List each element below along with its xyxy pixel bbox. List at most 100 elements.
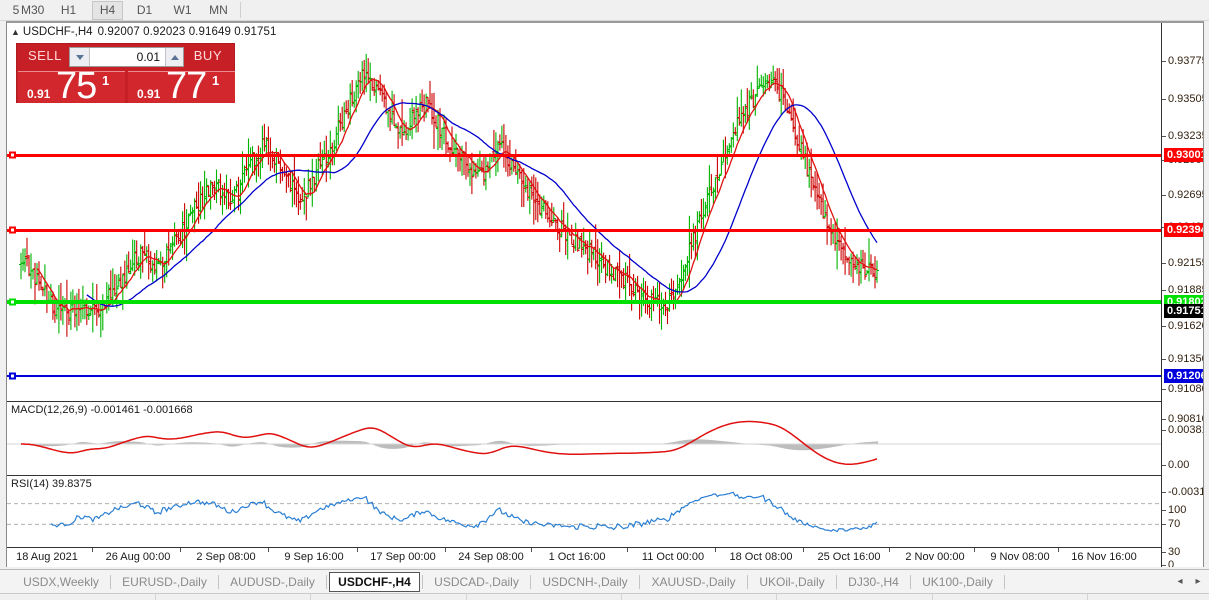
price-axis-tick [1162, 524, 1166, 525]
price-axis-tick [1162, 263, 1166, 264]
level-anchor-resistance-upper[interactable] [9, 151, 16, 159]
time-axis-label-4: 17 Sep 00:00 [370, 551, 436, 563]
level-anchor-support-green[interactable] [9, 298, 16, 306]
symbol-tab-dj30--h4[interactable]: DJ30-,H4 [848, 575, 899, 589]
symbol-tab-xauusd--daily[interactable]: XAUUSD-,Daily [651, 575, 736, 589]
symbol-tab-ukoil--daily[interactable]: UKOil-,Daily [759, 575, 825, 589]
strip-divider [466, 594, 467, 600]
strip-divider [621, 594, 622, 600]
sell-button[interactable]: 0.91 75 1 [18, 71, 125, 103]
triangle-up-icon[interactable]: ▲ [11, 27, 20, 37]
symbol-tab-separator [836, 575, 837, 589]
timeframe-button-d1[interactable]: D1 [136, 3, 153, 17]
one-click-trading-panel: SELL 0.01 BUY 0.91 75 1 0.9 [16, 43, 235, 103]
price-axis-label-8: 0.92155 [1168, 257, 1203, 269]
price-axis-tick [1162, 565, 1166, 566]
symbol-tab-separator [910, 575, 911, 589]
price-axis-tick [1162, 510, 1166, 511]
rsi-chart-svg [7, 491, 1163, 533]
time-axis-tick [268, 548, 269, 552]
timeframe-toolbar: 5 M30 H1 H4 D1 W1 MN [0, 0, 1209, 21]
price-axis-label-14[interactable]: 0.91206 [1164, 369, 1203, 383]
sell-price-prefix: 0.91 [27, 87, 51, 101]
symbol-tab-audusd--daily[interactable]: AUDUSD-,Daily [230, 575, 315, 589]
symbol-tab-uk100--daily[interactable]: UK100-,Daily [922, 575, 993, 589]
symbol-tab-separator [747, 575, 748, 589]
price-axis-tick [1162, 389, 1166, 390]
volume-dropdown-button[interactable] [70, 48, 90, 66]
time-axis-tick [180, 548, 181, 552]
symbol-tab-usdcnh--daily[interactable]: USDCNH-,Daily [542, 575, 628, 589]
price-pane[interactable] [7, 23, 1163, 401]
one-click-top-row: SELL 0.01 BUY [17, 44, 234, 70]
timeframe-button-h4[interactable]: H4 [92, 1, 123, 20]
time-axis: 18 Aug 2021 26 Aug 00:00 2 Sep 08:00 9 Sep … [7, 547, 1163, 567]
symbol-tab-separator [422, 575, 423, 589]
level-anchor-resistance-lower[interactable] [9, 226, 16, 234]
strip-divider [932, 594, 933, 600]
time-axis-label-12: 16 Nov 16:00 [1071, 551, 1137, 563]
price-axis-tick [1162, 99, 1166, 100]
timeframe-button-w1[interactable]: W1 [173, 3, 192, 17]
price-axis-label-5: 0.92695 [1168, 189, 1203, 201]
price-axis-label-0: 0.93775 [1168, 55, 1203, 67]
chart-ohlc-values: 0.92007 0.92023 0.91649 0.91751 [97, 26, 277, 38]
timeframe-button-m30[interactable]: M30 [21, 3, 45, 17]
level-line-support-green[interactable] [7, 300, 1163, 304]
price-axis-tick [1162, 465, 1166, 466]
symbol-tab-separator [326, 575, 327, 589]
bottom-strip [0, 593, 1209, 600]
scroll-right-arrow-icon[interactable]: ▸ [1195, 576, 1201, 587]
time-axis-tick [715, 548, 716, 552]
toolbar-separator [240, 2, 241, 18]
time-axis-tick [889, 548, 890, 552]
timeframe-button-mn[interactable]: MN [209, 3, 228, 17]
rsi-pane[interactable]: RSI(14) 39.8375 [7, 475, 1163, 547]
volume-value[interactable]: 0.01 [136, 50, 160, 64]
time-axis-label-11: 9 Nov 08:00 [990, 551, 1050, 563]
rsi-axis-label-0: 100 [1168, 504, 1187, 516]
chart-window: ▲ USDCHF-,H4 0.92007 0.92023 0.91649 0.917… [6, 21, 1204, 567]
time-axis-label-8: 18 Oct 08:00 [729, 551, 793, 563]
price-axis-label-4[interactable]: 0.93001 [1164, 148, 1203, 162]
buy-label: BUY [193, 48, 222, 63]
price-axis-label-7[interactable]: 0.92394 [1164, 223, 1203, 237]
timeframe-button-h1[interactable]: H1 [60, 3, 77, 17]
price-axis-label-11[interactable]: 0.91751 [1164, 304, 1203, 318]
macd-chart-svg [7, 420, 1163, 465]
volume-input-group[interactable]: 0.01 [69, 47, 184, 67]
symbol-tab-usdchf--h4[interactable]: USDCHF-,H4 [329, 572, 420, 592]
timeframe-button-5[interactable]: 5 [12, 3, 20, 17]
macd-axis-label-2: -0.003115 [1168, 486, 1203, 498]
macd-axis-label-1: 0.00 [1168, 459, 1190, 471]
price-axis-label-1: 0.93505 [1168, 93, 1203, 105]
level-line-resistance-upper[interactable] [7, 154, 1163, 157]
symbol-tab-bar: USDX,Weekly EURUSD-,Daily AUDUSD-,Daily USD… [0, 569, 1209, 593]
chart-title-bar: ▲ USDCHF-,H4 0.92007 0.92023 0.91649 0.917… [11, 26, 277, 38]
symbol-tab-usdx-weekly[interactable]: USDX,Weekly [23, 575, 99, 589]
buy-price-main: 77 [166, 71, 207, 103]
price-axis[interactable]: 0.937750.935050.932350.929650.930010.926… [1161, 23, 1203, 567]
buy-button[interactable]: 0.91 77 1 [128, 71, 235, 103]
one-click-divider [126, 71, 128, 103]
volume-increment-button[interactable] [165, 48, 183, 66]
time-axis-tick [531, 548, 532, 552]
macd-axis-label-0: 0.003811 [1168, 424, 1203, 436]
rsi-axis-label-1: 70 [1168, 518, 1181, 530]
buy-price-fraction: 1 [212, 73, 220, 88]
scroll-left-arrow-icon[interactable]: ◂ [1177, 576, 1183, 587]
symbol-tab-separator [110, 575, 111, 589]
level-anchor-support-blue[interactable] [9, 372, 16, 380]
level-line-support-blue[interactable] [7, 375, 1163, 377]
macd-pane[interactable]: MACD(12,26,9) -0.001461 -0.001668 [7, 401, 1163, 475]
symbol-tab-eurusd--daily[interactable]: EURUSD-,Daily [122, 575, 207, 589]
symbol-tab-usdcad--daily[interactable]: USDCAD-,Daily [434, 575, 519, 589]
time-axis-label-7: 11 Oct 00:00 [641, 551, 705, 563]
time-axis-label-10: 2 Nov 00:00 [905, 551, 965, 563]
chevron-up-icon [170, 54, 179, 60]
level-line-resistance-lower[interactable] [7, 229, 1163, 232]
symbol-tab-separator [530, 575, 531, 589]
